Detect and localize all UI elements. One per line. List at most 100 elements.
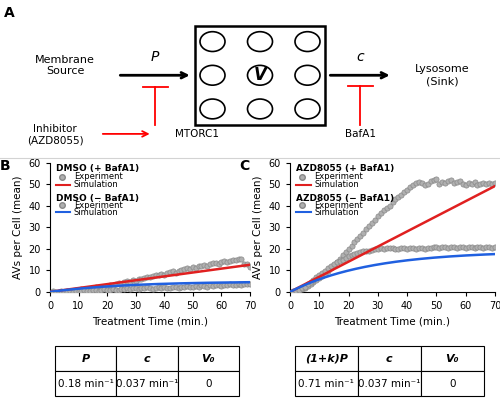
Point — [246, 264, 254, 271]
Point — [183, 265, 191, 271]
Bar — [420, 371, 484, 396]
Point — [209, 283, 217, 289]
Point — [118, 280, 126, 287]
Point — [120, 286, 128, 293]
Point — [83, 287, 91, 294]
Point — [52, 289, 60, 296]
Point — [238, 281, 246, 288]
Point — [238, 255, 246, 262]
Point — [318, 270, 326, 276]
Point — [338, 256, 346, 263]
Circle shape — [295, 99, 320, 119]
Bar — [116, 371, 178, 396]
Point — [298, 285, 306, 292]
Point — [476, 244, 484, 250]
Y-axis label: AVs per Cell (mean): AVs per Cell (mean) — [13, 176, 23, 279]
Text: Simulation: Simulation — [74, 181, 119, 189]
Point — [464, 180, 472, 186]
Point — [304, 281, 312, 288]
Point — [400, 188, 408, 195]
Point — [178, 266, 186, 273]
Point — [66, 288, 74, 294]
Point — [482, 244, 490, 251]
Point — [356, 233, 364, 239]
Point — [306, 279, 314, 286]
Point — [149, 285, 157, 292]
Point — [324, 265, 332, 271]
Point — [350, 239, 358, 246]
Point — [436, 181, 444, 188]
Point — [403, 246, 411, 252]
Point — [412, 180, 420, 186]
Point — [109, 282, 117, 289]
Point — [58, 289, 66, 295]
Point — [74, 287, 82, 294]
Point — [154, 272, 162, 279]
Text: 0: 0 — [449, 379, 456, 389]
Point — [200, 261, 208, 268]
Point — [112, 281, 120, 288]
Bar — [358, 346, 420, 371]
Point — [192, 283, 200, 289]
Text: P: P — [82, 354, 90, 364]
Bar — [195, 26, 325, 125]
Point — [459, 244, 467, 250]
Point — [92, 286, 100, 293]
Point — [441, 244, 449, 250]
Text: Inhibitor
(AZD8055): Inhibitor (AZD8055) — [26, 124, 84, 146]
Text: 0.71 min⁻¹: 0.71 min⁻¹ — [298, 379, 354, 389]
Point — [398, 192, 406, 198]
Point — [126, 278, 134, 285]
Point — [232, 282, 239, 289]
Point — [134, 285, 142, 292]
Bar — [358, 371, 420, 396]
Point — [368, 220, 376, 226]
Point — [312, 277, 320, 284]
Point — [321, 267, 329, 274]
Point — [438, 178, 446, 185]
Text: P: P — [151, 50, 159, 64]
Point — [243, 280, 251, 287]
Point — [132, 277, 140, 284]
Point — [418, 244, 426, 251]
Bar — [178, 346, 239, 371]
Point — [186, 265, 194, 272]
Point — [49, 288, 57, 295]
Point — [415, 178, 423, 185]
Circle shape — [248, 32, 272, 51]
Point — [430, 176, 438, 183]
Point — [158, 270, 166, 277]
Point — [432, 244, 440, 250]
Point — [172, 283, 179, 290]
Point — [80, 286, 88, 293]
Point — [342, 249, 349, 255]
Text: AZD8055 (− BafA1): AZD8055 (− BafA1) — [296, 193, 394, 203]
Point — [226, 257, 234, 264]
Point — [485, 180, 493, 186]
Point — [180, 266, 188, 273]
Point — [476, 181, 484, 188]
Point — [129, 277, 137, 284]
Point — [432, 176, 440, 182]
Point — [140, 285, 148, 291]
Point — [382, 244, 390, 251]
Point — [324, 267, 332, 274]
Point — [129, 284, 137, 291]
Point — [118, 285, 126, 292]
Text: MTORC1: MTORC1 — [175, 129, 219, 139]
Point — [223, 282, 231, 289]
Point — [348, 252, 356, 259]
Point — [123, 278, 131, 284]
Point — [60, 289, 68, 296]
Text: V₀: V₀ — [446, 354, 459, 364]
Point — [310, 277, 318, 284]
Point — [292, 287, 300, 294]
Point — [138, 284, 145, 291]
Point — [468, 244, 475, 250]
Point — [52, 289, 60, 295]
Point — [388, 244, 396, 251]
Text: V: V — [254, 66, 266, 84]
Bar — [295, 346, 358, 371]
Point — [220, 258, 228, 265]
Point — [160, 283, 168, 290]
